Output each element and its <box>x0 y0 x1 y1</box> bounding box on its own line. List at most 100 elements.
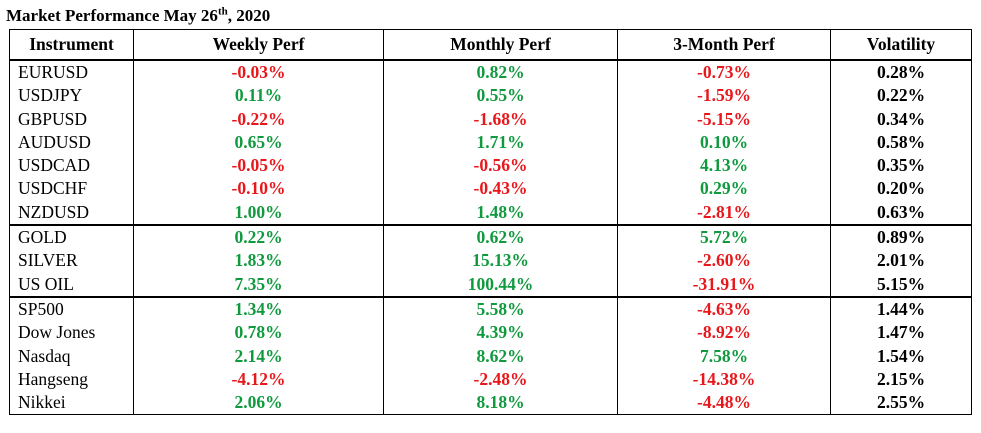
weekly-perf-cell: -0.03% <box>133 60 384 85</box>
volatility-cell: 1.54% <box>830 344 972 368</box>
monthly-perf-cell: 0.62% <box>383 225 618 250</box>
3-month-perf-cell: -14.38% <box>617 367 831 392</box>
table-row: NZDUSD 1.00% 1.48% -2.81% 0.63% <box>9 200 972 227</box>
table-row: Dow Jones 0.78% 4.39% -8.92% 1.47% <box>9 321 972 345</box>
volatility-cell: 0.22% <box>830 84 972 108</box>
weekly-perf-cell: 0.78% <box>133 321 384 345</box>
table-row: Hangseng -4.12% -2.48% -14.38% 2.15% <box>9 367 972 392</box>
monthly-perf-cell: -0.43% <box>383 177 618 201</box>
monthly-perf-cell: 0.82% <box>383 60 618 85</box>
weekly-perf-cell: 1.83% <box>133 249 384 273</box>
3-month-perf-cell: -2.81% <box>617 200 831 227</box>
title-text: Market Performance May 26 <box>6 6 218 25</box>
table-row: Nasdaq 2.14% 8.62% 7.58% 1.54% <box>9 344 972 368</box>
table-row: AUDUSD 0.65% 1.71% 0.10% 0.58% <box>9 130 972 155</box>
3-month-perf-cell: -4.63% <box>617 296 831 322</box>
3-month-perf-cell: 4.13% <box>617 154 831 178</box>
table-row: US OIL 7.35% 100.44% -31.91% 5.15% <box>9 272 972 298</box>
weekly-perf-cell: -4.12% <box>133 367 384 392</box>
instrument-cell: Nikkei <box>9 391 134 415</box>
monthly-perf-cell: 4.39% <box>383 321 618 345</box>
monthly-perf-cell: 100.44% <box>383 272 618 298</box>
instrument-cell: SP500 <box>9 296 134 322</box>
table-row: SILVER 1.83% 15.13% -2.60% 2.01% <box>9 249 972 273</box>
3-month-perf-cell: -5.15% <box>617 107 831 131</box>
3-month-perf-cell: -1.59% <box>617 84 831 108</box>
instrument-cell: US OIL <box>9 272 134 298</box>
header-row: Instrument Weekly Perf Monthly Perf 3-Mo… <box>9 29 972 61</box>
table-row: EURUSD -0.03% 0.82% -0.73% 0.28% <box>9 60 972 85</box>
3-month-perf-cell: -31.91% <box>617 272 831 298</box>
table-row: GOLD 0.22% 0.62% 5.72% 0.89% <box>9 225 972 250</box>
3-month-perf-cell: 5.72% <box>617 225 831 250</box>
header-monthly-perf: Monthly Perf <box>383 29 618 61</box>
instrument-cell: GOLD <box>9 225 134 250</box>
instrument-cell: SILVER <box>9 249 134 273</box>
instrument-cell: Nasdaq <box>9 344 134 368</box>
monthly-perf-cell: 8.62% <box>383 344 618 368</box>
3-month-perf-cell: 7.58% <box>617 344 831 368</box>
monthly-perf-cell: 5.58% <box>383 296 618 322</box>
header-3-month-perf: 3-Month Perf <box>617 29 831 61</box>
header-instrument: Instrument <box>9 29 134 61</box>
instrument-cell: Dow Jones <box>9 321 134 345</box>
instrument-cell: EURUSD <box>9 60 134 85</box>
header-volatility: Volatility <box>830 29 972 61</box>
monthly-perf-cell: 8.18% <box>383 391 618 415</box>
page-title: Market Performance May 26th, 2020 <box>6 6 270 26</box>
table-body: EURUSD -0.03% 0.82% -0.73% 0.28% USDJPY 0.11% 0… <box>9 60 972 415</box>
volatility-cell: 2.15% <box>830 367 972 392</box>
monthly-perf-cell: 15.13% <box>383 249 618 273</box>
market-performance-table: Instrument Weekly Perf Monthly Perf 3-Mo… <box>9 29 972 416</box>
table-row: USDCHF -0.10% -0.43% 0.29% 0.20% <box>9 177 972 201</box>
monthly-perf-cell: 0.55% <box>383 84 618 108</box>
volatility-cell: 0.34% <box>830 107 972 131</box>
3-month-perf-cell: -0.73% <box>617 60 831 85</box>
instrument-cell: USDCHF <box>9 177 134 201</box>
title-year: , 2020 <box>227 6 271 25</box>
volatility-cell: 0.20% <box>830 177 972 201</box>
weekly-perf-cell: -0.22% <box>133 107 384 131</box>
3-month-perf-cell: -2.60% <box>617 249 831 273</box>
weekly-perf-cell: 7.35% <box>133 272 384 298</box>
monthly-perf-cell: -2.48% <box>383 367 618 392</box>
weekly-perf-cell: 1.00% <box>133 200 384 227</box>
instrument-cell: AUDUSD <box>9 130 134 155</box>
volatility-cell: 5.15% <box>830 272 972 298</box>
volatility-cell: 0.58% <box>830 130 972 155</box>
3-month-perf-cell: -8.92% <box>617 321 831 345</box>
3-month-perf-cell: 0.29% <box>617 177 831 201</box>
volatility-cell: 2.55% <box>830 391 972 415</box>
volatility-cell: 0.35% <box>830 154 972 178</box>
weekly-perf-cell: 1.34% <box>133 296 384 322</box>
title-superscript: th <box>217 5 228 18</box>
weekly-perf-cell: 0.11% <box>133 84 384 108</box>
weekly-perf-cell: -0.10% <box>133 177 384 201</box>
weekly-perf-cell: 0.22% <box>133 225 384 250</box>
monthly-perf-cell: 1.48% <box>383 200 618 227</box>
weekly-perf-cell: 2.06% <box>133 391 384 415</box>
instrument-cell: NZDUSD <box>9 200 134 227</box>
volatility-cell: 1.47% <box>830 321 972 345</box>
table-row: Nikkei 2.06% 8.18% -4.48% 2.55% <box>9 391 972 415</box>
header-weekly-perf: Weekly Perf <box>133 29 384 61</box>
volatility-cell: 0.63% <box>830 200 972 227</box>
volatility-cell: 2.01% <box>830 249 972 273</box>
monthly-perf-cell: 1.71% <box>383 130 618 155</box>
monthly-perf-cell: -1.68% <box>383 107 618 131</box>
table-row: USDCAD -0.05% -0.56% 4.13% 0.35% <box>9 154 972 178</box>
volatility-cell: 0.28% <box>830 60 972 85</box>
volatility-cell: 0.89% <box>830 225 972 250</box>
table-row: GBPUSD -0.22% -1.68% -5.15% 0.34% <box>9 107 972 131</box>
instrument-cell: USDJPY <box>9 84 134 108</box>
3-month-perf-cell: 0.10% <box>617 130 831 155</box>
instrument-cell: GBPUSD <box>9 107 134 131</box>
volatility-cell: 1.44% <box>830 296 972 322</box>
weekly-perf-cell: 2.14% <box>133 344 384 368</box>
instrument-cell: USDCAD <box>9 154 134 178</box>
instrument-cell: Hangseng <box>9 367 134 392</box>
table-row: SP500 1.34% 5.58% -4.63% 1.44% <box>9 296 972 322</box>
weekly-perf-cell: 0.65% <box>133 130 384 155</box>
table-row: USDJPY 0.11% 0.55% -1.59% 0.22% <box>9 84 972 108</box>
weekly-perf-cell: -0.05% <box>133 154 384 178</box>
